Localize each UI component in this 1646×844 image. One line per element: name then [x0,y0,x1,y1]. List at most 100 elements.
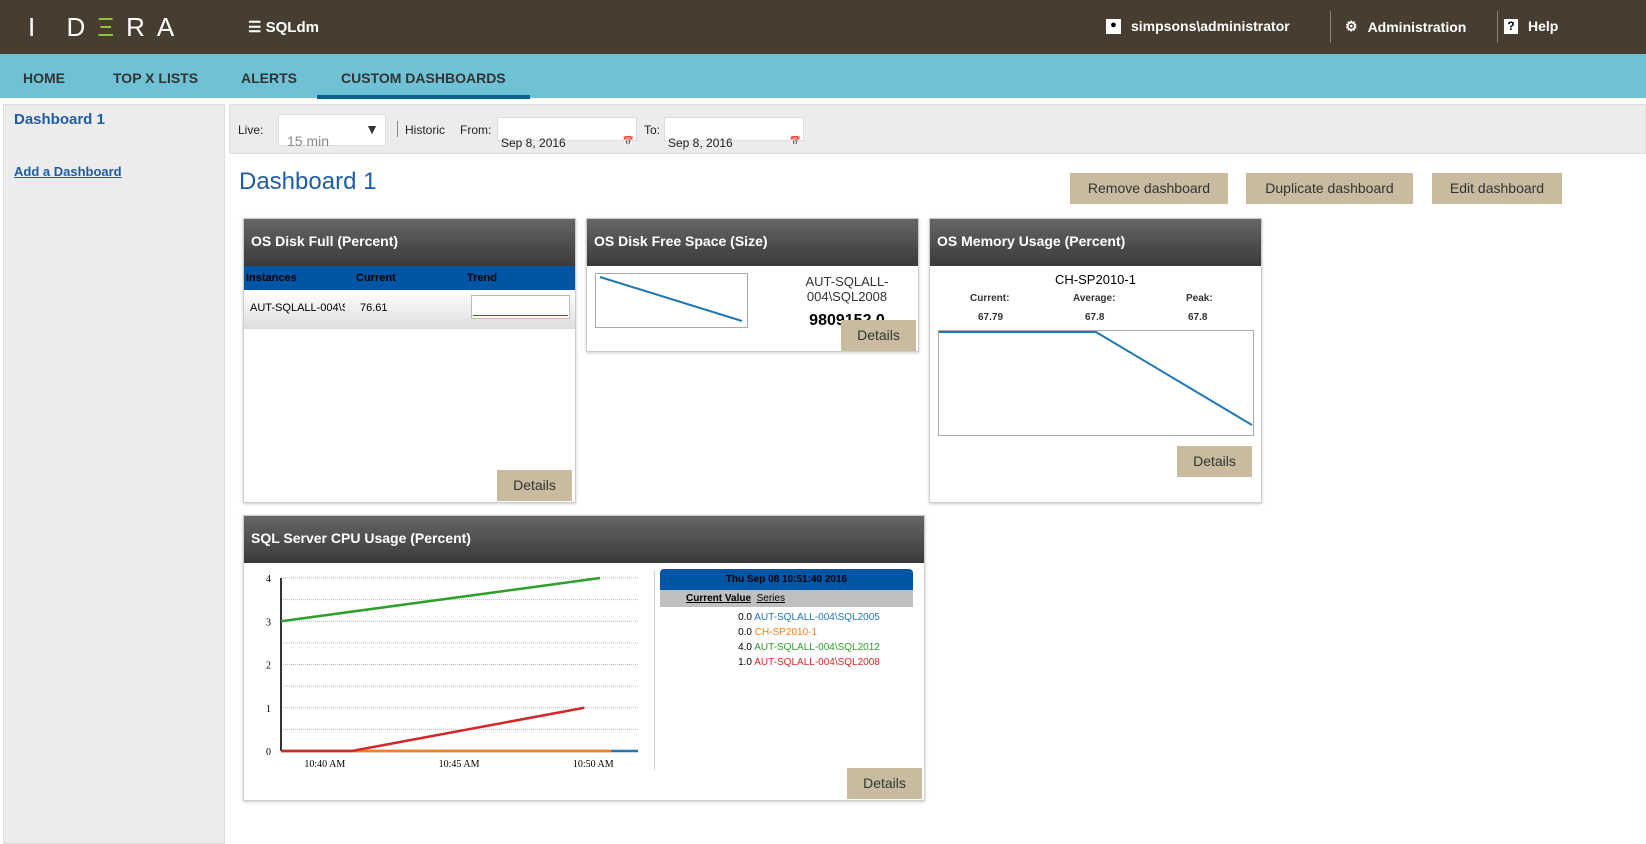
idera-logo[interactable]: I DΞRA [28,12,187,42]
instance-name: CH-SP2010-1 [1055,272,1136,287]
column-header: Instances [246,272,297,284]
memory-sparkline [938,330,1254,436]
add-dashboard-link[interactable]: Add a Dashboard [14,164,122,179]
tab-alerts[interactable]: ALERTS [241,70,297,86]
legend-series-name: AUT-SQLALL-004\SQL2008 [754,657,880,668]
legend-column-current[interactable]: Current Value [686,593,752,604]
remove-dashboard-button[interactable]: Remove dashboard [1070,173,1228,204]
current-label: Current: [970,293,1010,304]
live-label: Live: [238,123,264,137]
legend-row[interactable]: 1.0 AUT-SQLALL-004\SQL2008 [660,655,913,670]
legend-row[interactable]: 0.0 AUT-SQLALL-004\SQL2005 [660,610,913,625]
app-menu[interactable]: ☰ SQLdm [248,18,319,36]
legend-column-series[interactable]: Series [756,593,785,604]
series-line [281,706,585,753]
duplicate-dashboard-button[interactable]: Duplicate dashboard [1246,173,1413,204]
current-value: 67.79 [978,312,1004,323]
current-value: 76.61 [360,302,388,314]
help-link[interactable]: ? Help [1504,18,1558,34]
gear-icon: ⚙ [1345,18,1358,34]
details-button[interactable]: Details [841,320,916,351]
calendar-icon[interactable]: 📅 [789,136,801,146]
widget-title: OS Disk Full (Percent) [244,219,575,266]
y-tick-label: 4 [266,574,271,585]
y-tick-label: 2 [266,661,271,672]
trend-sparkline [471,295,570,319]
table-row[interactable]: AUT-SQLALL-004\SQL2008 76.61 [244,290,575,329]
disk-free-sparkline [595,273,748,328]
legend-series-name: AUT-SQLALL-004\SQL2005 [754,612,880,623]
to-date: Sep 8, 2016 [668,136,733,150]
legend-timestamp: Thu Sep 08 10:51:40 2016 [660,569,913,590]
help-label: Help [1528,18,1559,34]
widget-sql-server-cpu-usage: SQL Server CPU Usage (Percent) 0 1 2 3 4 10:4… [243,515,925,801]
to-label: To: [644,123,661,137]
user-icon: ● [1106,18,1121,34]
x-tick-label: 10:45 AM [439,759,480,770]
top-bar: I DΞRA ☰ SQLdm ● simpsons\administrator ⚙… [0,0,1646,54]
administration-link[interactable]: ⚙ Administration [1345,18,1466,35]
divider [654,570,655,770]
tab-top-x-lists[interactable]: TOP X LISTS [113,70,199,86]
y-tick-label: 1 [266,704,271,715]
y-tick-label: 3 [266,617,271,628]
widget-os-disk-full: OS Disk Full (Percent) Instances Current… [243,218,576,503]
details-button[interactable]: Details [497,470,572,501]
page-title: Dashboard 1 [239,168,377,195]
filter-bar: Live: 15 min ▼ Historic From: Sep 8, 2016… [229,104,1646,154]
user-menu[interactable]: ● simpsons\administrator [1106,18,1290,34]
widget-title: SQL Server CPU Usage (Percent) [244,516,924,563]
main-nav: HOME TOP X LISTS ALERTS CUSTOM DASHBOARD… [0,54,1646,99]
peak-value: 67.8 [1188,312,1208,323]
column-header: Current [356,272,396,284]
app-name: SQLdm [265,19,319,36]
widget-title: OS Memory Usage (Percent) [930,219,1261,266]
sidebar-item-dashboard-1[interactable]: Dashboard 1 [14,111,105,128]
legend-current-value: 1.0 [738,657,752,668]
widget-os-memory-usage: OS Memory Usage (Percent) CH-SP2010-1 Cu… [929,218,1262,503]
edit-dashboard-button[interactable]: Edit dashboard [1432,173,1562,204]
series-line [280,576,601,623]
divider [1497,11,1498,43]
live-range-value: 15 min [287,133,330,149]
legend-current-value: 0.0 [738,612,752,623]
peak-label: Peak: [1186,293,1213,304]
divider [397,121,398,137]
widget-title: OS Disk Free Space (Size) [587,219,918,266]
from-label: From: [460,123,492,137]
details-button[interactable]: Details [847,768,922,799]
from-date-input[interactable]: Sep 8, 2016 📅 [497,117,637,150]
from-date: Sep 8, 2016 [501,136,566,150]
tab-custom-dashboards[interactable]: CUSTOM DASHBOARDS [317,70,530,99]
live-range-select[interactable]: 15 min ▼ [278,114,386,149]
y-tick-label: 0 [266,747,271,758]
legend-row[interactable]: 0.0 CH-SP2010-1 [660,625,913,640]
average-label: Average: [1073,293,1116,304]
hamburger-icon: ☰ [248,19,262,36]
legend-current-value: 4.0 [738,642,752,653]
help-icon: ? [1504,18,1518,34]
legend-current-value: 0.0 [738,627,752,638]
to-date-input[interactable]: Sep 8, 2016 📅 [664,117,804,150]
dropdown-arrow-icon: ▼ [365,121,379,137]
legend-series-name: AUT-SQLALL-004\SQL2012 [754,642,880,653]
historic-label[interactable]: Historic [405,123,446,137]
legend-series-name: CH-SP2010-1 [754,627,818,638]
x-tick-label: 10:40 AM [304,759,345,770]
calendar-icon[interactable]: 📅 [622,136,634,146]
instance-name: AUT-SQLALL-004\SQL2008 [805,274,889,304]
details-button[interactable]: Details [1177,446,1252,477]
tab-home[interactable]: HOME [23,70,65,86]
table-header: Instances Current Trend [244,266,575,290]
x-tick-label: 10:50 AM [573,759,614,770]
divider [1330,11,1331,43]
sidebar: Dashboard 1 Add a Dashboard [3,104,225,844]
user-name: simpsons\administrator [1131,18,1290,34]
widget-os-disk-free-space: OS Disk Free Space (Size) AUT-SQLALL-004… [586,218,919,352]
cpu-line-chart: 0 1 2 3 4 10:40 AM 10:45 AM 10:50 AM [266,574,638,770]
instance-name: AUT-SQLALL-004\SQL2008 [250,302,345,314]
column-header: Trend [467,272,497,284]
legend-row[interactable]: 4.0 AUT-SQLALL-004\SQL2012 [660,640,913,655]
admin-label: Administration [1367,18,1467,35]
average-value: 67.8 [1085,312,1105,323]
